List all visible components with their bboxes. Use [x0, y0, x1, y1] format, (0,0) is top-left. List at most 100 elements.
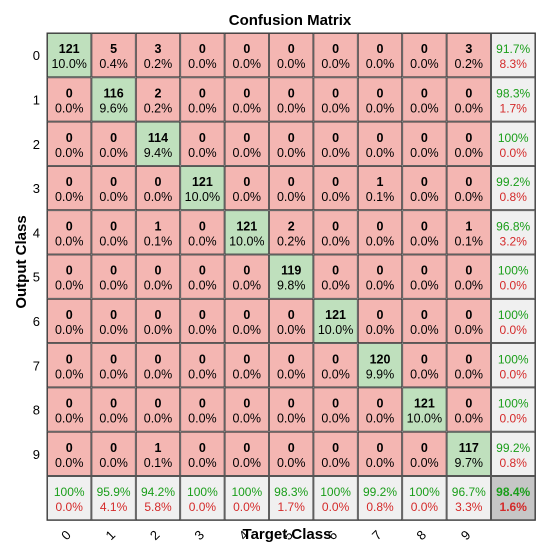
cell-percent: 0.0%: [99, 279, 128, 293]
cell-percent: 0.0%: [277, 456, 306, 470]
cell-count: 0: [288, 441, 295, 455]
cell-count: 121: [59, 42, 80, 56]
cell-count: 0: [288, 352, 295, 366]
matrix-cell: [180, 387, 225, 432]
cell-count: 0: [155, 397, 162, 411]
cell-count: 0: [288, 86, 295, 100]
cell-percent: 0.0%: [144, 279, 173, 293]
cell-count: 0: [332, 397, 339, 411]
matrix-cell: [446, 33, 491, 78]
col-summary-error: 3.3%: [455, 500, 483, 514]
cell-count: 0: [110, 219, 117, 233]
cell-percent: 0.0%: [321, 146, 350, 160]
col-summary-correct: 100%: [231, 485, 262, 499]
matrix-cell: [357, 343, 403, 388]
cell-percent: 9.8%: [277, 279, 306, 293]
col-summary-error: 5.8%: [144, 500, 172, 514]
matrix-cell: [313, 387, 358, 432]
matrix-cell: [269, 298, 314, 343]
cell-percent: 0.0%: [410, 323, 439, 337]
cell-count: 0: [243, 397, 250, 411]
row-summary-error: 1.7%: [500, 101, 528, 115]
cell-count: 0: [421, 352, 428, 366]
col-summary-correct: 100%: [320, 485, 351, 499]
matrix-cell: [135, 77, 181, 122]
row-summary-error: 0.0%: [500, 412, 528, 426]
cell-percent: 0.0%: [277, 146, 306, 160]
cell-count: 0: [332, 441, 339, 455]
cell-percent: 10.0%: [407, 412, 442, 426]
col-summary-cell: [47, 476, 92, 521]
cell-percent: 0.0%: [321, 367, 350, 381]
cell-percent: 0.0%: [55, 234, 84, 248]
cell-percent: 0.0%: [55, 101, 84, 115]
y-tick-label: 3: [33, 181, 40, 196]
y-tick-label: 1: [33, 92, 40, 107]
cell-count: 0: [155, 175, 162, 189]
matrix-cell: [402, 121, 447, 166]
matrix-cells: 12110.0%50.4%30.2%00.0%00.0%00.0%00.0%00…: [46, 32, 536, 521]
cell-count: 0: [377, 42, 384, 56]
col-summary-error: 0.8%: [366, 500, 394, 514]
matrix-cell: [357, 77, 403, 122]
matrix-cell: [135, 33, 181, 78]
x-tick-label: 0: [58, 527, 74, 543]
cell-percent: 0.0%: [233, 456, 262, 470]
col-summary-cell: [446, 476, 491, 521]
matrix-cell: [224, 165, 269, 211]
row-summary-error: 8.3%: [500, 57, 528, 71]
cell-count: 1: [155, 441, 162, 455]
matrix-cell: [446, 254, 491, 299]
cell-count: 0: [243, 264, 250, 278]
cell-percent: 0.0%: [277, 412, 306, 426]
cell-count: 0: [377, 219, 384, 233]
cell-percent: 0.0%: [410, 456, 439, 470]
matrix-cell: [135, 121, 181, 166]
cell-percent: 0.0%: [55, 190, 84, 204]
matrix-cell: [269, 165, 314, 211]
cell-count: 0: [155, 352, 162, 366]
cell-percent: 10.0%: [51, 57, 86, 71]
row-summary-cell: [491, 210, 536, 255]
cell-percent: 0.0%: [410, 57, 439, 71]
col-summary-correct: 95.9%: [97, 485, 131, 499]
col-summary-error: 0.0%: [322, 500, 350, 514]
matrix-cell: [357, 121, 403, 166]
cell-percent: 0.0%: [366, 323, 395, 337]
cell-count: 0: [421, 86, 428, 100]
matrix-cell: [91, 298, 136, 343]
col-summary-correct: 94.2%: [141, 485, 175, 499]
matrix-cell: [313, 165, 358, 211]
matrix-cell: [180, 77, 225, 122]
matrix-cell: [91, 343, 136, 388]
cell-percent: 10.0%: [229, 234, 264, 248]
matrix-cell: [180, 121, 225, 166]
row-summary-correct: 100%: [498, 352, 529, 366]
y-tick-label: 2: [33, 137, 40, 152]
cell-percent: 0.0%: [455, 367, 484, 381]
matrix-cell: [180, 210, 225, 255]
cell-count: 0: [288, 397, 295, 411]
cell-count: 0: [66, 264, 73, 278]
cell-count: 0: [243, 131, 250, 145]
cell-percent: 0.0%: [99, 367, 128, 381]
matrix-cell: [180, 431, 225, 476]
cell-count: 0: [110, 441, 117, 455]
cell-percent: 0.0%: [277, 101, 306, 115]
cell-percent: 0.0%: [188, 279, 217, 293]
cell-percent: 0.0%: [366, 279, 395, 293]
cell-percent: 0.1%: [144, 456, 173, 470]
x-tick-label: 3: [191, 527, 207, 543]
cell-count: 0: [465, 352, 472, 366]
cell-count: 0: [66, 86, 73, 100]
matrix-cell: [91, 210, 136, 255]
matrix-cell: [91, 387, 136, 432]
cell-percent: 0.0%: [455, 146, 484, 160]
matrix-cell: [402, 254, 447, 299]
row-summary-cell: [491, 33, 536, 78]
row-summary-cell: [491, 165, 536, 211]
cell-count: 0: [110, 397, 117, 411]
cell-percent: 0.2%: [144, 101, 173, 115]
cell-percent: 0.0%: [144, 323, 173, 337]
chart-title: Confusion Matrix: [229, 12, 352, 29]
